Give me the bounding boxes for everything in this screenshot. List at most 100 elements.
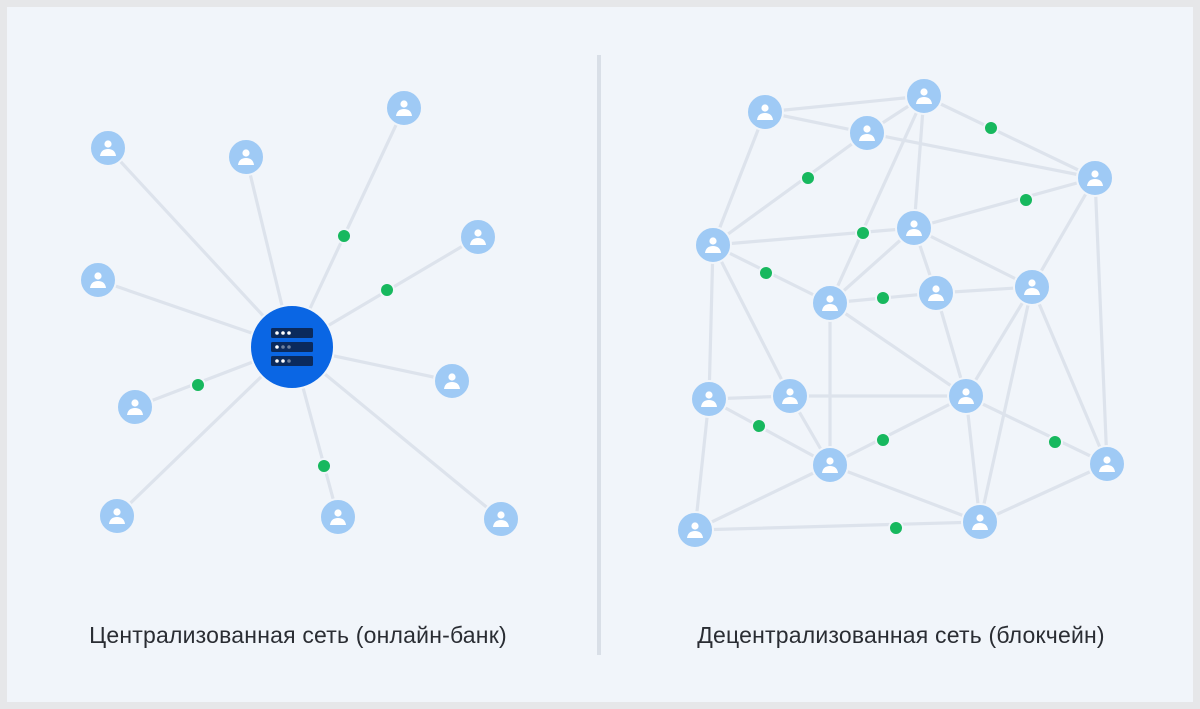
- edge: [290, 345, 503, 521]
- user-icon-head: [242, 149, 250, 157]
- transaction-dot: [875, 290, 891, 306]
- user-icon-body: [470, 238, 486, 245]
- user-node-circle: [848, 114, 886, 152]
- user-node: [895, 209, 933, 247]
- transaction-dot: [875, 432, 891, 448]
- user-icon-body: [782, 397, 798, 404]
- user-node-circle: [811, 446, 849, 484]
- server-icon: [271, 328, 313, 366]
- server-node: [249, 304, 335, 390]
- user-icon-body: [90, 281, 106, 288]
- edge: [693, 463, 832, 532]
- user-icon: [822, 457, 838, 473]
- edge: [922, 94, 1097, 180]
- user-node: [79, 261, 117, 299]
- user-icon: [859, 125, 875, 141]
- edge: [711, 226, 916, 247]
- edge: [828, 463, 982, 524]
- user-icon-body: [1099, 465, 1115, 472]
- edge: [912, 226, 1034, 289]
- user-icon-body: [330, 518, 346, 525]
- user-node: [947, 377, 985, 415]
- user-icon: [1099, 456, 1115, 472]
- user-node: [961, 503, 999, 541]
- user-icon-head: [863, 125, 871, 133]
- user-icon: [687, 522, 703, 538]
- transaction-dot: [888, 520, 904, 536]
- user-node: [459, 218, 497, 256]
- user-node-circle: [459, 218, 497, 256]
- user-icon: [705, 237, 721, 253]
- user-icon-body: [859, 134, 875, 141]
- transaction-dot: [316, 458, 332, 474]
- user-node: [1013, 268, 1051, 306]
- user-icon-head: [786, 388, 794, 396]
- user-icon: [470, 229, 486, 245]
- user-icon-body: [928, 294, 944, 301]
- edge: [711, 243, 792, 398]
- edge: [1030, 285, 1109, 466]
- user-node: [811, 446, 849, 484]
- user-node-circle: [482, 500, 520, 538]
- user-icon: [757, 104, 773, 120]
- user-icon-head: [94, 272, 102, 280]
- edge: [912, 94, 926, 230]
- user-icon-head: [334, 509, 342, 517]
- user-icon-head: [400, 100, 408, 108]
- user-icon-body: [757, 113, 773, 120]
- user-node-circle: [1013, 268, 1051, 306]
- user-icon-head: [910, 220, 918, 228]
- user-icon: [1024, 279, 1040, 295]
- user-node-circle: [690, 380, 728, 418]
- user-icon: [928, 285, 944, 301]
- user-icon: [109, 508, 125, 524]
- user-icon-body: [493, 520, 509, 527]
- edge: [978, 462, 1109, 524]
- user-node: [690, 380, 728, 418]
- user-icon-body: [444, 382, 460, 389]
- edge: [964, 394, 982, 524]
- user-node: [905, 77, 943, 115]
- transaction-dot: [379, 282, 395, 298]
- edge: [106, 146, 294, 349]
- edge: [912, 176, 1097, 230]
- user-icon: [444, 373, 460, 389]
- user-node-circle: [79, 261, 117, 299]
- user-icon: [822, 295, 838, 311]
- user-node-circle: [746, 93, 784, 131]
- server-rack: [271, 356, 313, 366]
- user-icon-head: [448, 373, 456, 381]
- user-node-circle: [1076, 159, 1114, 197]
- user-node-circle: [895, 209, 933, 247]
- user-icon-body: [822, 466, 838, 473]
- user-icon: [701, 391, 717, 407]
- user-icon-body: [701, 400, 717, 407]
- user-icon-body: [100, 149, 116, 156]
- user-node: [433, 362, 471, 400]
- user-icon-head: [962, 388, 970, 396]
- server-led: [275, 331, 279, 335]
- user-icon-body: [705, 246, 721, 253]
- user-node: [89, 129, 127, 167]
- user-icon-body: [396, 109, 412, 116]
- user-node-circle: [917, 274, 955, 312]
- user-icon-head: [474, 229, 482, 237]
- user-icon-head: [920, 88, 928, 96]
- transaction-dot: [1047, 434, 1063, 450]
- user-node-circle: [98, 497, 136, 535]
- user-node-circle: [694, 226, 732, 264]
- transaction-dot: [983, 120, 999, 136]
- user-node-circle: [1088, 445, 1126, 483]
- user-node: [98, 497, 136, 535]
- user-icon-body: [1024, 288, 1040, 295]
- transaction-dot: [855, 225, 871, 241]
- edge: [964, 285, 1034, 398]
- user-icon-head: [826, 295, 834, 303]
- user-node-circle: [811, 284, 849, 322]
- user-icon-head: [709, 237, 717, 245]
- user-node-circle: [961, 503, 999, 541]
- user-node: [482, 500, 520, 538]
- user-node-circle: [116, 388, 154, 426]
- user-icon-head: [932, 285, 940, 293]
